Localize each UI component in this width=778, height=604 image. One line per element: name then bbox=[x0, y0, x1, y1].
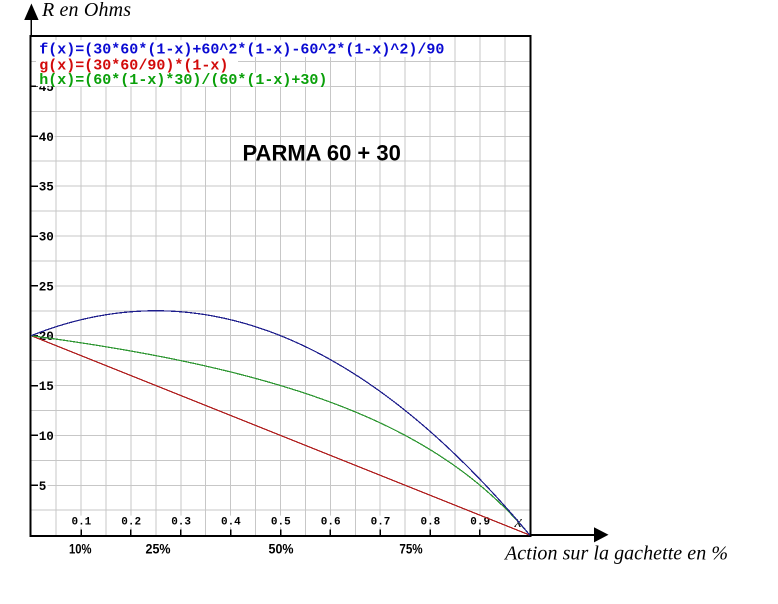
svg-text:5: 5 bbox=[39, 480, 47, 494]
svg-text:PARMA 60 + 30: PARMA 60 + 30 bbox=[243, 141, 401, 166]
svg-text:0.1: 0.1 bbox=[71, 516, 91, 528]
svg-text:75%: 75% bbox=[399, 540, 423, 556]
svg-text:50%: 50% bbox=[269, 540, 294, 556]
svg-text:40: 40 bbox=[39, 131, 54, 145]
svg-text:0.2: 0.2 bbox=[121, 516, 141, 528]
svg-text:0.4: 0.4 bbox=[221, 516, 241, 528]
svg-text:30: 30 bbox=[39, 231, 54, 245]
svg-text:g(x)=(30*60/90)*(1-x): g(x)=(30*60/90)*(1-x) bbox=[39, 57, 228, 74]
svg-text:25: 25 bbox=[39, 280, 54, 294]
svg-text:25%: 25% bbox=[146, 540, 171, 556]
svg-text:0.6: 0.6 bbox=[321, 516, 341, 528]
svg-text:35: 35 bbox=[39, 181, 54, 195]
svg-text:0.7: 0.7 bbox=[371, 516, 391, 528]
svg-text:0.8: 0.8 bbox=[420, 516, 440, 528]
svg-text:R en Ohms: R en Ohms bbox=[41, 0, 131, 21]
svg-text:10: 10 bbox=[39, 430, 54, 444]
svg-text:15: 15 bbox=[39, 380, 54, 394]
svg-text:f(x)=(30*60*(1-x)+60^2*(1-x)-6: f(x)=(30*60*(1-x)+60^2*(1-x)-60^2*(1-x)^… bbox=[39, 42, 444, 59]
svg-text:10%: 10% bbox=[69, 540, 92, 556]
svg-text:0.5: 0.5 bbox=[271, 516, 291, 528]
svg-text:0.9: 0.9 bbox=[470, 516, 490, 528]
svg-text:h(x)=(60*(1-x)*30)/(60*(1-x)+3: h(x)=(60*(1-x)*30)/(60*(1-x)+30) bbox=[39, 72, 327, 89]
svg-text:Action sur la gachette en %: Action sur la gachette en % bbox=[503, 543, 728, 565]
svg-text:0.3: 0.3 bbox=[171, 516, 191, 528]
